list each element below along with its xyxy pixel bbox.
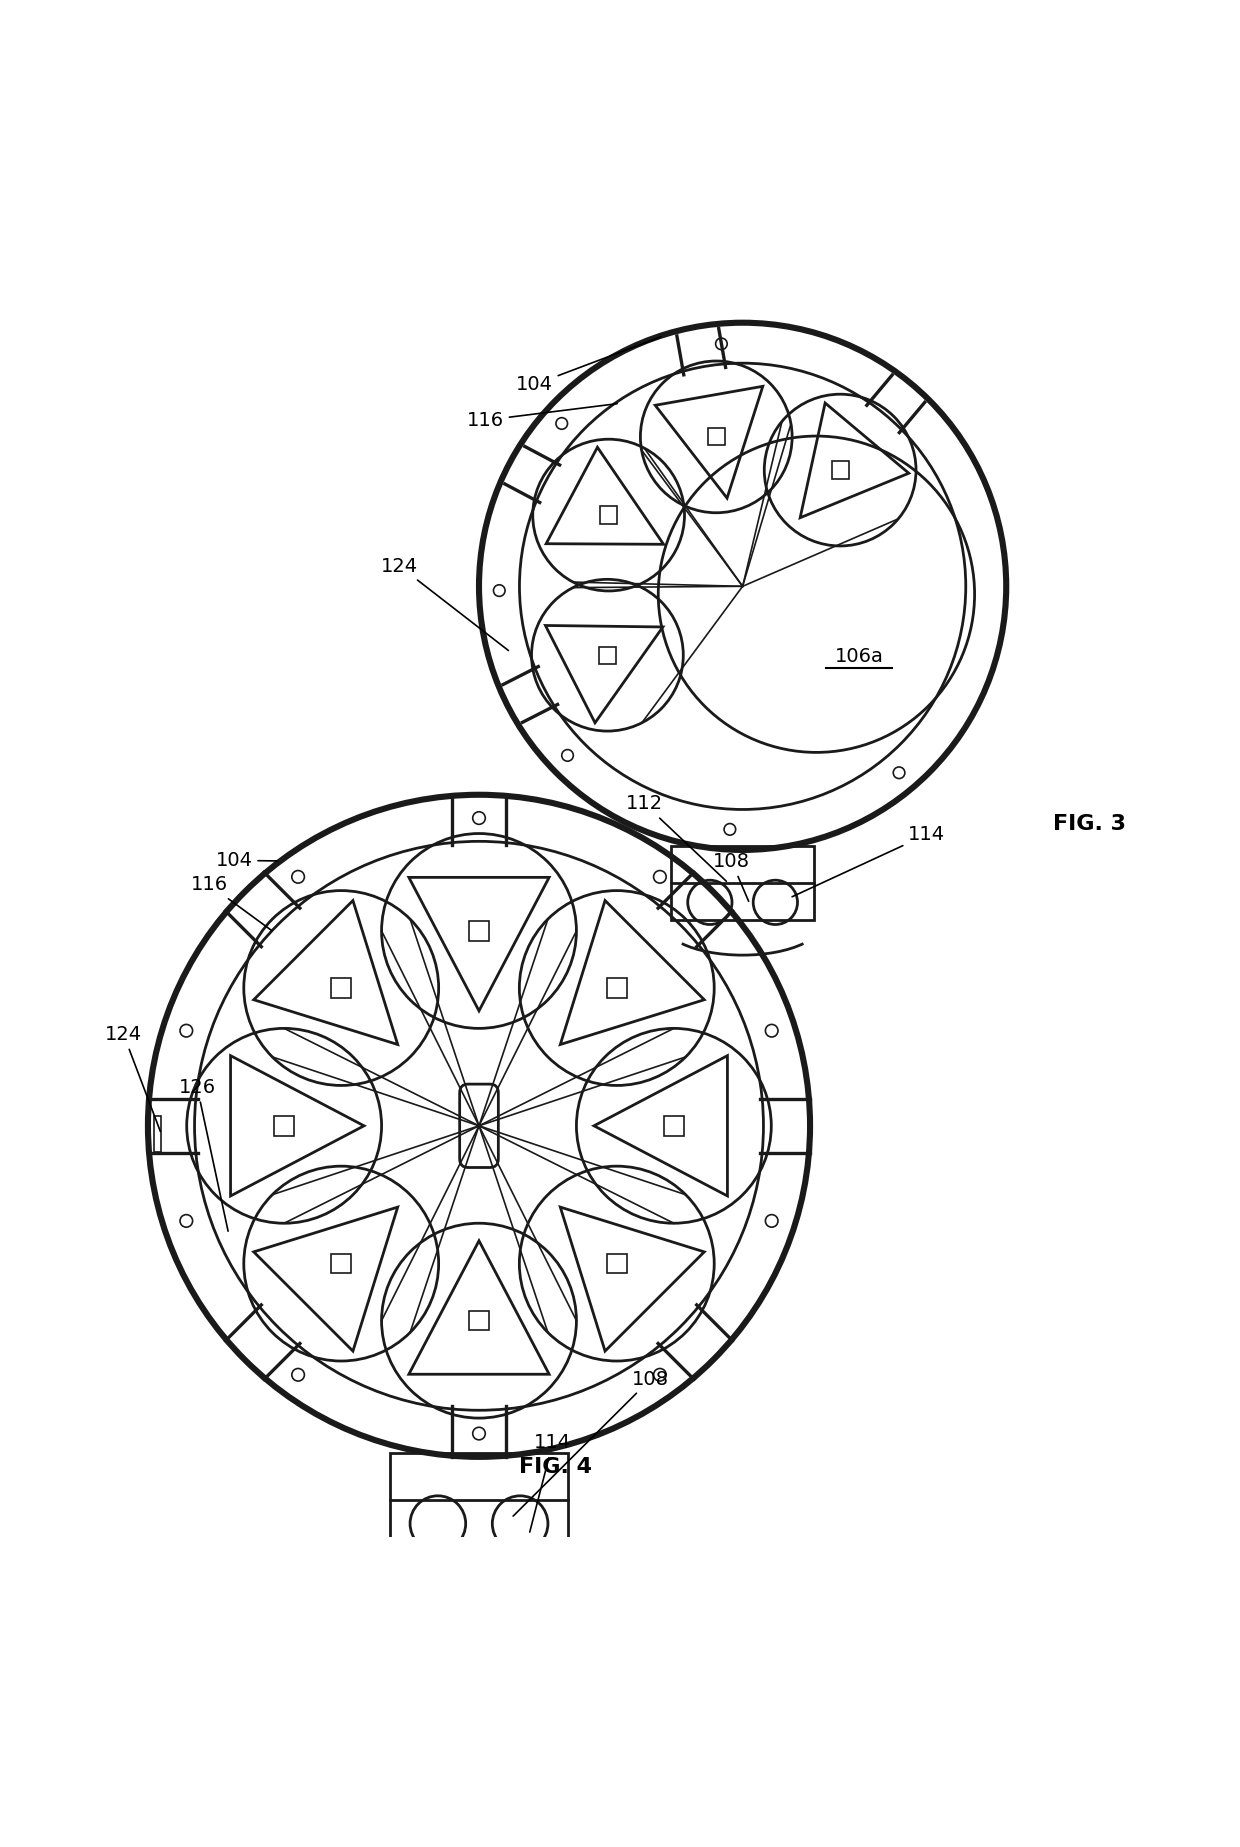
Text: 106a: 106a (835, 646, 884, 665)
Text: 116: 116 (466, 404, 618, 430)
Bar (671, 846, 813, 920)
Text: 114: 114 (792, 826, 945, 898)
Bar (331, 979, 351, 997)
Text: 108: 108 (713, 851, 750, 901)
Bar (469, 922, 489, 940)
Bar (389, 1454, 568, 1546)
Text: 124: 124 (105, 1025, 160, 1132)
Text: 104: 104 (516, 336, 661, 393)
Text: 116: 116 (191, 875, 272, 931)
Bar (599, 646, 616, 663)
Text: 108: 108 (513, 1369, 670, 1516)
Bar (469, 1311, 489, 1330)
Bar (606, 979, 626, 997)
Bar (606, 1254, 626, 1273)
Text: 124: 124 (381, 556, 508, 650)
Bar (600, 506, 618, 525)
Text: FIG. 3: FIG. 3 (1053, 815, 1126, 835)
Bar (154, 1116, 161, 1153)
Bar (665, 1116, 683, 1136)
Bar (331, 1254, 351, 1273)
Bar (708, 429, 725, 445)
Text: 114: 114 (529, 1433, 572, 1531)
Bar (274, 1116, 294, 1136)
Text: 126: 126 (179, 1077, 228, 1232)
Text: 104: 104 (216, 851, 278, 870)
Text: FIG. 4: FIG. 4 (520, 1457, 593, 1478)
Bar (832, 462, 848, 478)
Text: 112: 112 (626, 794, 727, 881)
